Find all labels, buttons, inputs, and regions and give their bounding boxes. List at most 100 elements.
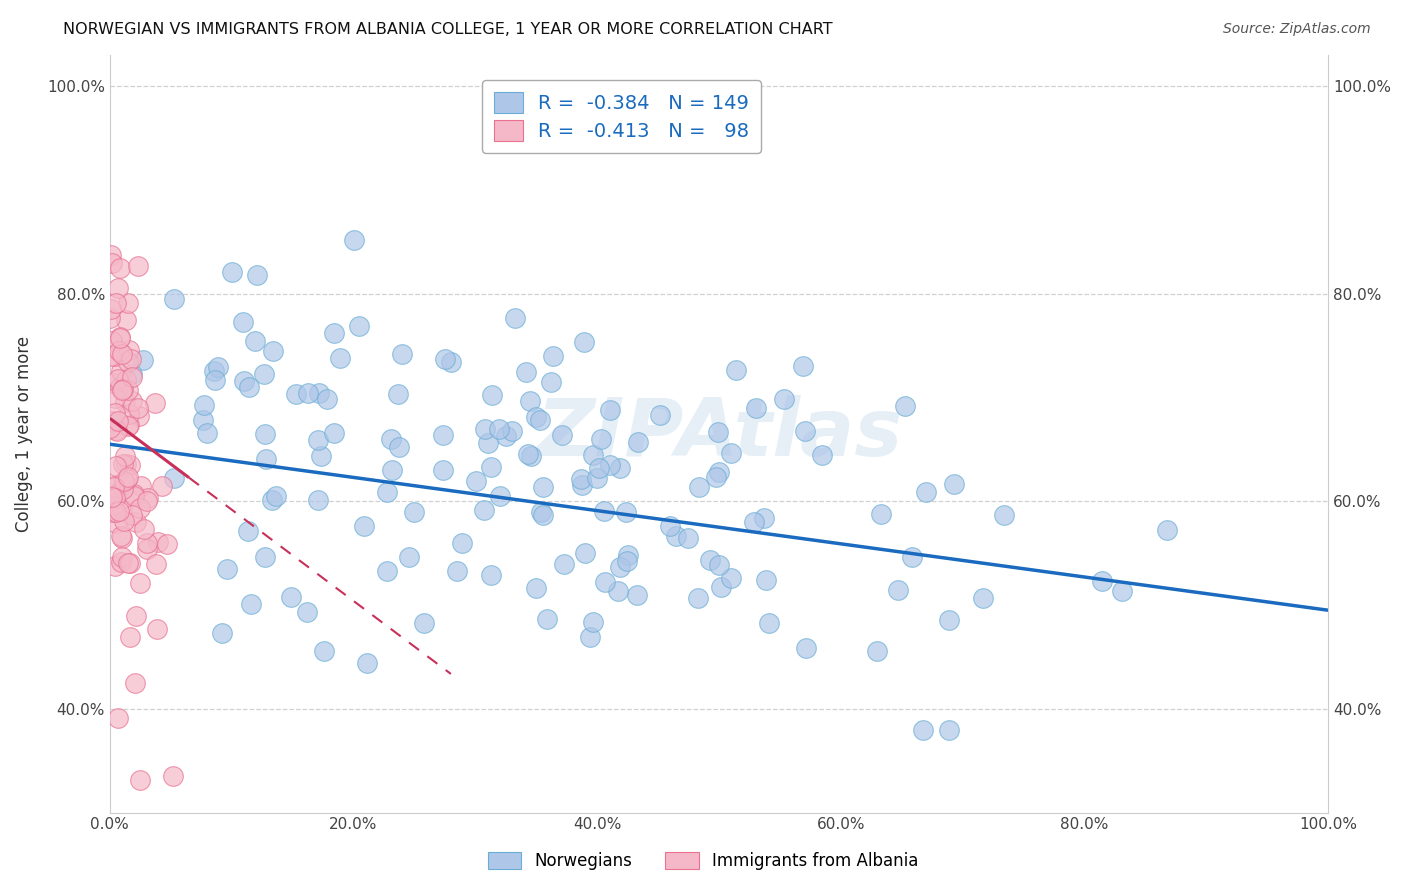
Point — [315, 392, 337, 406]
Point — [100, 248, 122, 262]
Point — [479, 568, 502, 582]
Point — [132, 522, 155, 536]
Point — [543, 349, 565, 363]
Point — [117, 408, 139, 422]
Point — [599, 402, 621, 417]
Point — [609, 461, 631, 475]
Point — [381, 463, 404, 477]
Point — [517, 446, 540, 460]
Point — [122, 489, 145, 503]
Point — [104, 406, 127, 420]
Point — [253, 367, 276, 381]
Point — [297, 385, 319, 400]
Point — [607, 583, 630, 598]
Point — [648, 408, 671, 422]
Y-axis label: College, 1 year or more: College, 1 year or more — [15, 335, 32, 532]
Point — [145, 557, 167, 571]
Point — [110, 364, 132, 378]
Point — [101, 489, 124, 503]
Point — [627, 435, 650, 450]
Point — [107, 280, 129, 294]
Point — [524, 581, 547, 595]
Point — [375, 484, 398, 499]
Point — [112, 474, 135, 488]
Point — [104, 491, 127, 506]
Point — [391, 347, 413, 361]
Point — [375, 564, 398, 578]
Point — [145, 622, 167, 636]
Point — [582, 448, 605, 462]
Point — [593, 574, 616, 589]
Point — [758, 615, 780, 630]
Point — [309, 449, 332, 463]
Point — [450, 536, 472, 550]
Point — [107, 372, 129, 386]
Point — [129, 500, 152, 515]
Point — [472, 502, 495, 516]
Point — [579, 631, 602, 645]
Point — [114, 457, 136, 471]
Point — [280, 590, 302, 604]
Point — [531, 480, 554, 494]
Point — [236, 524, 259, 538]
Point — [195, 425, 218, 440]
Point — [101, 376, 124, 390]
Point — [432, 428, 454, 442]
Point — [117, 384, 139, 398]
Point — [104, 559, 127, 574]
Point — [676, 531, 699, 545]
Point — [440, 355, 463, 369]
Point — [107, 711, 129, 725]
Point — [710, 580, 733, 594]
Point — [433, 351, 456, 366]
Point — [1156, 524, 1178, 538]
Point — [972, 591, 994, 606]
Point — [111, 549, 134, 564]
Point — [329, 351, 352, 366]
Point — [253, 426, 276, 441]
Point — [295, 605, 318, 619]
Point — [101, 505, 124, 519]
Point — [110, 529, 132, 543]
Point — [110, 331, 132, 345]
Legend: R =  -0.384   N = 149, R =  -0.413   N =   98: R = -0.384 N = 149, R = -0.413 N = 98 — [482, 80, 761, 153]
Point — [599, 458, 621, 473]
Point — [709, 466, 731, 480]
Point — [105, 424, 128, 438]
Point — [524, 410, 547, 425]
Point — [912, 723, 935, 737]
Point — [118, 418, 141, 433]
Point — [914, 485, 936, 500]
Point — [530, 505, 553, 519]
Point — [125, 608, 148, 623]
Point — [938, 723, 960, 737]
Point — [127, 260, 149, 274]
Point — [163, 292, 186, 306]
Point — [111, 382, 134, 396]
Point — [240, 597, 263, 611]
Point — [233, 374, 256, 388]
Point — [136, 536, 159, 550]
Point — [107, 486, 129, 500]
Point — [488, 489, 510, 503]
Point — [111, 531, 134, 545]
Point — [353, 519, 375, 533]
Point — [387, 387, 409, 401]
Point — [104, 295, 127, 310]
Point — [101, 334, 124, 349]
Point — [811, 448, 834, 462]
Point — [262, 344, 284, 359]
Point — [465, 474, 488, 488]
Point — [121, 370, 143, 384]
Point — [117, 556, 139, 570]
Point — [98, 310, 121, 325]
Point — [104, 392, 127, 406]
Point — [307, 434, 329, 448]
Point — [111, 502, 134, 516]
Point — [572, 335, 595, 350]
Point — [446, 564, 468, 578]
Point — [105, 505, 128, 519]
Legend: Norwegians, Immigrants from Albania: Norwegians, Immigrants from Albania — [481, 845, 925, 877]
Point — [120, 351, 142, 366]
Point — [553, 557, 575, 571]
